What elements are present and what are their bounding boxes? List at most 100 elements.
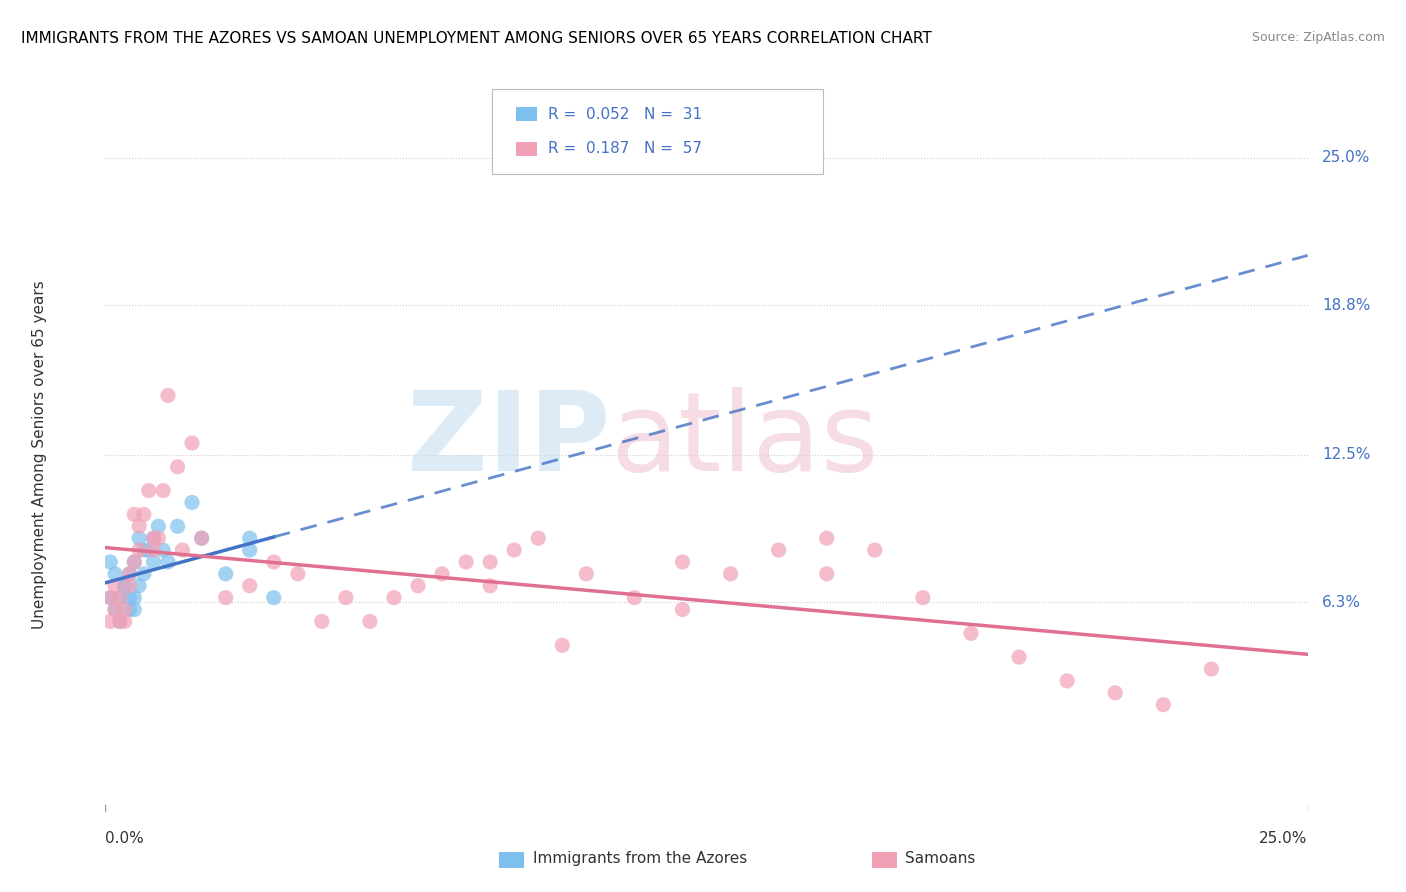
Point — [335, 591, 357, 605]
Point — [142, 531, 165, 545]
Point — [118, 566, 141, 581]
Point — [239, 531, 262, 545]
Point — [128, 543, 150, 558]
Point — [138, 543, 160, 558]
Point — [960, 626, 983, 640]
Point — [104, 579, 127, 593]
Point — [132, 566, 155, 581]
Point — [623, 591, 645, 605]
Text: IMMIGRANTS FROM THE AZORES VS SAMOAN UNEMPLOYMENT AMONG SENIORS OVER 65 YEARS CO: IMMIGRANTS FROM THE AZORES VS SAMOAN UNE… — [21, 31, 932, 46]
Point — [124, 602, 146, 616]
Point — [263, 591, 285, 605]
Point — [98, 615, 121, 629]
Point — [108, 591, 131, 605]
Point — [190, 531, 212, 545]
Point — [118, 566, 141, 581]
Point — [311, 615, 333, 629]
Point — [479, 555, 502, 569]
Text: ZIP: ZIP — [406, 387, 610, 494]
Point — [815, 531, 838, 545]
Point — [142, 555, 165, 569]
Point — [1201, 662, 1223, 676]
Point — [152, 543, 174, 558]
Point — [214, 566, 236, 581]
Text: Unemployment Among Seniors over 65 years: Unemployment Among Seniors over 65 years — [32, 281, 46, 629]
Point — [128, 531, 150, 545]
Point — [287, 566, 309, 581]
Point — [671, 555, 693, 569]
Point — [148, 519, 170, 533]
Point — [98, 555, 121, 569]
Point — [156, 555, 179, 569]
Text: Immigrants from the Azores: Immigrants from the Azores — [533, 852, 747, 866]
Point — [575, 566, 598, 581]
Point — [156, 388, 179, 402]
Text: Samoans: Samoans — [905, 852, 976, 866]
Point — [108, 591, 131, 605]
Point — [114, 615, 136, 629]
Point — [1008, 650, 1031, 665]
Point — [114, 579, 136, 593]
Point — [479, 579, 502, 593]
Point — [551, 638, 574, 652]
Point — [128, 519, 150, 533]
Text: 25.0%: 25.0% — [1322, 150, 1371, 165]
Point — [132, 543, 155, 558]
Point — [863, 543, 886, 558]
Point — [152, 483, 174, 498]
Point — [142, 531, 165, 545]
Point — [118, 579, 141, 593]
Point — [911, 591, 934, 605]
Point — [239, 579, 262, 593]
Point — [104, 602, 127, 616]
Point — [104, 566, 127, 581]
Point — [190, 531, 212, 545]
Text: Source: ZipAtlas.com: Source: ZipAtlas.com — [1251, 31, 1385, 45]
Point — [720, 566, 742, 581]
Point — [503, 543, 526, 558]
Point — [359, 615, 381, 629]
Point — [1056, 673, 1078, 688]
Point — [239, 543, 262, 558]
Point — [118, 602, 141, 616]
Point — [768, 543, 790, 558]
Point — [527, 531, 550, 545]
Point — [132, 508, 155, 522]
Point — [454, 555, 477, 569]
Point — [118, 591, 141, 605]
Point — [406, 579, 429, 593]
Point — [108, 615, 131, 629]
Point — [124, 591, 146, 605]
Text: 6.3%: 6.3% — [1322, 595, 1361, 610]
Point — [214, 591, 236, 605]
Point — [148, 531, 170, 545]
Text: R =  0.187   N =  57: R = 0.187 N = 57 — [548, 142, 703, 156]
Point — [382, 591, 405, 605]
Point — [108, 615, 131, 629]
Point — [138, 483, 160, 498]
Text: 12.5%: 12.5% — [1322, 448, 1371, 462]
Point — [98, 591, 121, 605]
Text: atlas: atlas — [610, 387, 879, 494]
Text: 25.0%: 25.0% — [1260, 830, 1308, 846]
Point — [142, 543, 165, 558]
Point — [181, 495, 204, 509]
Point — [181, 436, 204, 450]
Point — [128, 579, 150, 593]
Point — [172, 543, 194, 558]
Point — [166, 459, 188, 474]
Point — [98, 591, 121, 605]
Text: 0.0%: 0.0% — [105, 830, 145, 846]
Point — [1152, 698, 1174, 712]
Text: 18.8%: 18.8% — [1322, 298, 1371, 312]
Point — [124, 555, 146, 569]
Text: R =  0.052   N =  31: R = 0.052 N = 31 — [548, 107, 703, 121]
Point — [815, 566, 838, 581]
Point — [114, 579, 136, 593]
Point — [124, 508, 146, 522]
Point — [263, 555, 285, 569]
Point — [124, 555, 146, 569]
Point — [104, 602, 127, 616]
Point — [430, 566, 453, 581]
Point — [671, 602, 693, 616]
